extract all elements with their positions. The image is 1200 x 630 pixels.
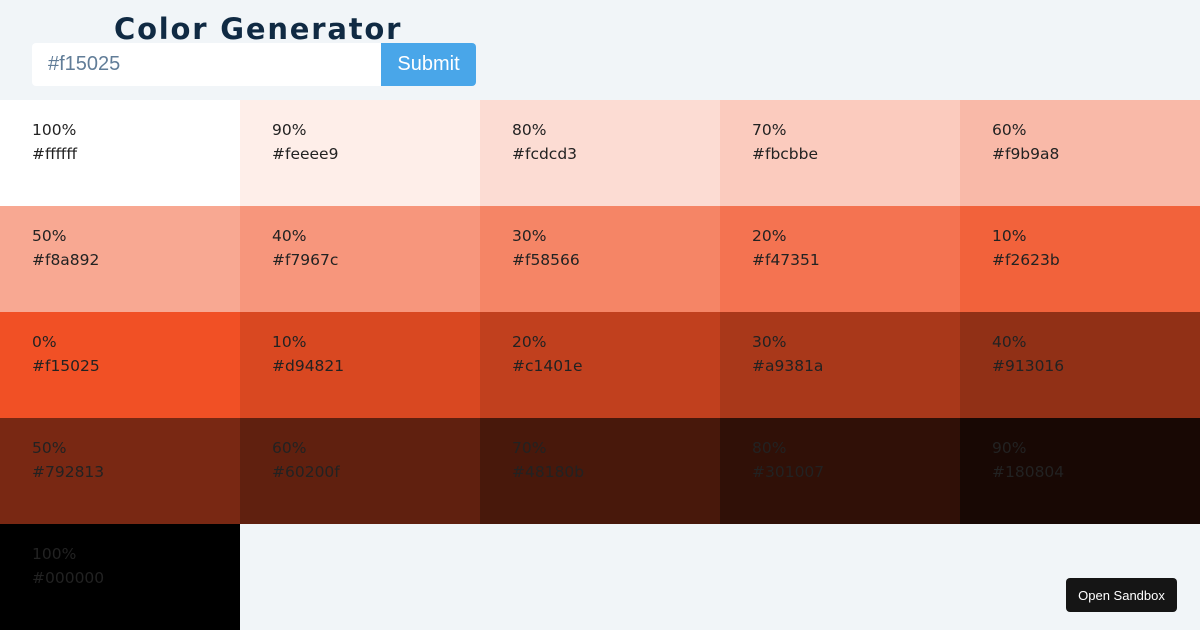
swatch-hex-value: #feeee9 [272,145,339,163]
swatch-hex-value: #d94821 [272,357,345,375]
swatch-percent: 80% [512,121,547,139]
color-swatch[interactable]: 70% #fbcbbe [720,100,960,206]
swatch-hex-value: #ffffff [32,145,78,163]
submit-button[interactable]: Submit [381,43,476,86]
swatch-hex-value: #f9b9a8 [992,145,1060,163]
swatch-hex-value: #f2623b [992,251,1060,269]
color-swatch[interactable]: 80% #fcdcd3 [480,100,720,206]
swatch-hex-value: #48180b [512,463,585,481]
color-swatch[interactable]: 60% #f9b9a8 [960,100,1200,206]
color-swatch[interactable]: 40% #913016 [960,312,1200,418]
swatch-percent: 40% [992,333,1027,351]
color-swatch[interactable]: 50% #792813 [0,418,240,524]
color-swatch[interactable]: 20% #c1401e [480,312,720,418]
swatch-hex-value: #a9381a [752,357,824,375]
color-swatch[interactable]: 80% #301007 [720,418,960,524]
swatch-hex-value: #fbcbbe [752,145,819,163]
swatch-percent: 60% [272,439,307,457]
color-swatch[interactable]: 50% #f8a892 [0,206,240,312]
swatch-hex-value: #f7967c [272,251,339,269]
swatch-hex-value: #180804 [992,463,1065,481]
swatch-percent: 70% [512,439,547,457]
swatch-percent: 100% [32,121,77,139]
swatch-hex-value: #f58566 [512,251,580,269]
open-sandbox-button[interactable]: Open Sandbox [1066,578,1177,612]
page-title: Color Generator [114,12,403,46]
color-input[interactable] [32,43,381,86]
swatch-hex-value: #f8a892 [32,251,100,269]
swatch-percent: 20% [512,333,547,351]
color-swatch[interactable]: 0% #f15025 [0,312,240,418]
color-swatch[interactable]: 10% #f2623b [960,206,1200,312]
swatch-hex-value: #301007 [752,463,825,481]
swatch-percent: 30% [512,227,547,245]
swatch-percent: 90% [272,121,307,139]
swatch-percent: 80% [752,439,787,457]
color-swatch[interactable]: 60% #60200f [240,418,480,524]
swatch-percent: 40% [272,227,307,245]
swatch-percent: 60% [992,121,1027,139]
swatch-percent: 90% [992,439,1027,457]
swatch-percent: 0% [32,333,57,351]
color-swatch[interactable]: 30% #f58566 [480,206,720,312]
color-swatch[interactable]: 30% #a9381a [720,312,960,418]
color-swatch[interactable]: 70% #48180b [480,418,720,524]
swatch-percent: 50% [32,227,67,245]
swatch-hex-value: #f47351 [752,251,820,269]
swatch-hex-value: #f15025 [32,357,100,375]
swatch-hex-value: #913016 [992,357,1065,375]
swatch-percent: 10% [992,227,1027,245]
swatch-percent: 100% [32,545,77,563]
color-swatch[interactable]: 10% #d94821 [240,312,480,418]
color-swatch[interactable]: 100% #000000 [0,524,240,630]
swatch-percent: 70% [752,121,787,139]
swatch-percent: 20% [752,227,787,245]
color-swatch-grid: 100% #ffffff 90% #feeee9 80% #fcdcd3 70% #fbcbb… [0,100,1200,630]
swatch-percent: 30% [752,333,787,351]
color-swatch[interactable]: 100% #ffffff [0,100,240,206]
swatch-hex-value: #792813 [32,463,105,481]
color-swatch[interactable]: 40% #f7967c [240,206,480,312]
swatch-percent: 10% [272,333,307,351]
swatch-hex-value: #c1401e [512,357,583,375]
swatch-percent: 50% [32,439,67,457]
color-form: Submit [32,43,476,86]
color-swatch[interactable]: 20% #f47351 [720,206,960,312]
swatch-hex-value: #000000 [32,569,105,587]
swatch-hex-value: #60200f [272,463,340,481]
color-swatch[interactable]: 90% #feeee9 [240,100,480,206]
swatch-hex-value: #fcdcd3 [512,145,578,163]
color-swatch[interactable]: 90% #180804 [960,418,1200,524]
